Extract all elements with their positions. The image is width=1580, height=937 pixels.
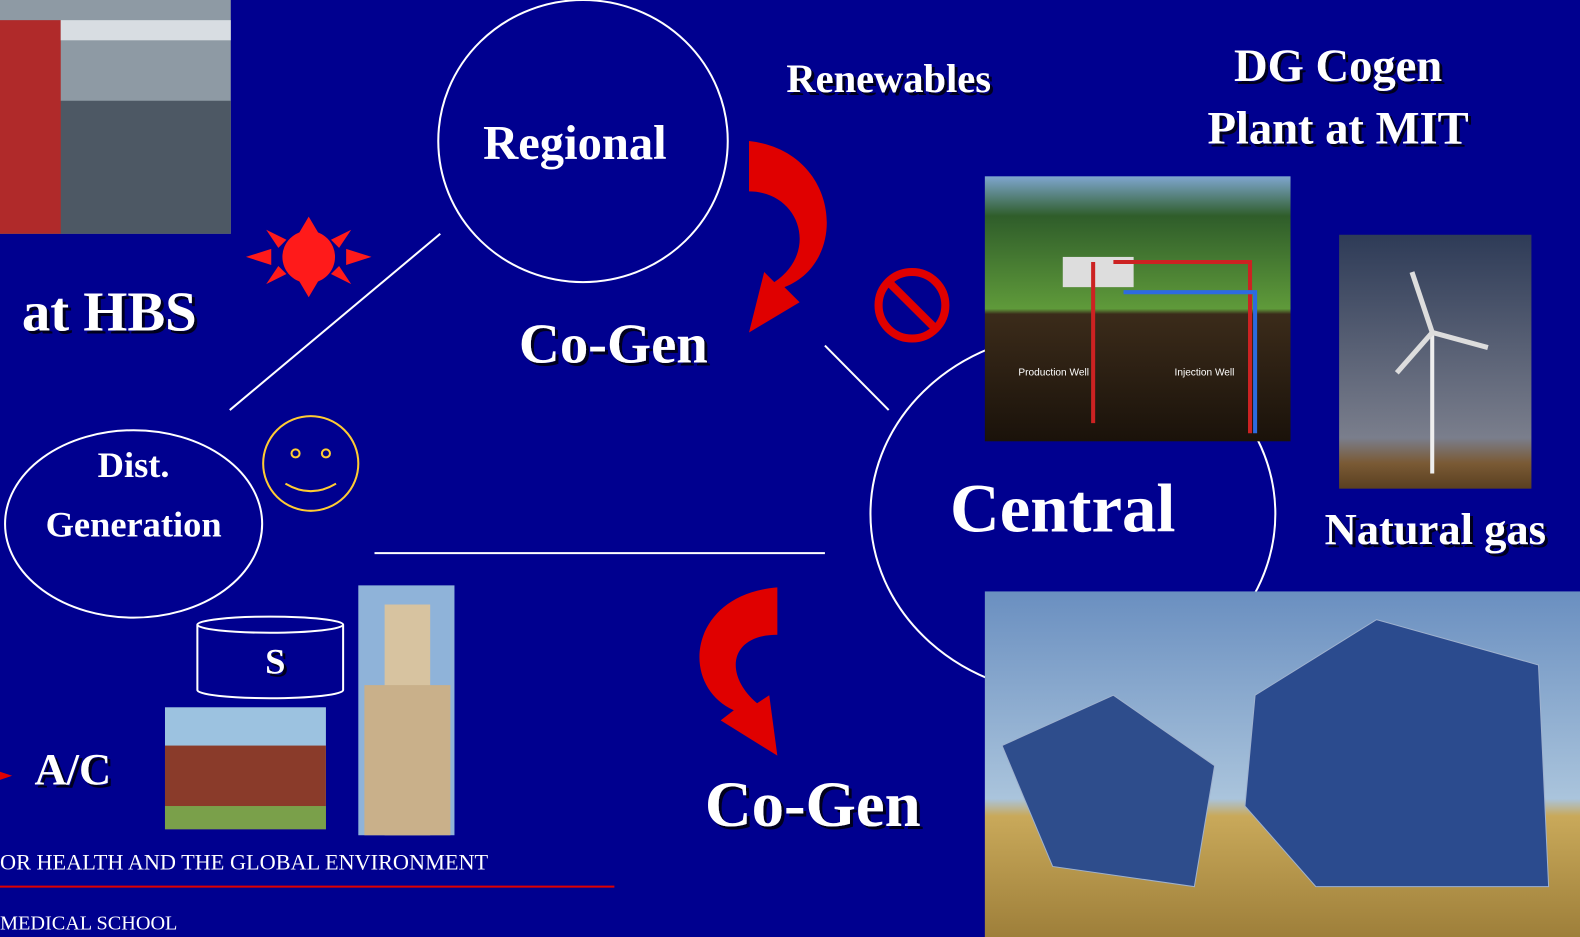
label: Co-Gen — [705, 768, 921, 840]
connector — [825, 346, 889, 410]
geothermal-image: Production Well Injection Well — [985, 176, 1291, 441]
footer-text: MEDICAL SCHOOL — [0, 913, 177, 935]
label: Renewables — [786, 56, 991, 101]
label: Regional — [483, 117, 667, 170]
arrow-head — [0, 772, 12, 780]
curved-arrow — [699, 587, 777, 755]
image-label: Production Well — [1018, 367, 1089, 378]
page: Production Well Injection Well at HBS — [0, 0, 1580, 937]
building-image — [165, 707, 326, 829]
tower-image — [358, 585, 454, 835]
smiley-icon — [263, 416, 358, 511]
label: Dist. — [98, 445, 170, 485]
label: Generation — [46, 504, 222, 544]
label: A/C — [35, 744, 112, 794]
sun-icon — [246, 217, 372, 298]
label: Co-Gen — [519, 314, 708, 376]
photo-person — [0, 0, 231, 234]
label: at HBS — [22, 281, 197, 343]
wind-image — [1339, 235, 1531, 489]
label: Natural gas — [1325, 504, 1546, 554]
label: DG Cogen — [1234, 41, 1442, 92]
prohibition-icon — [879, 272, 946, 338]
label: S — [265, 641, 285, 681]
label: Plant at MIT — [1208, 104, 1469, 155]
footer-text: OR HEALTH AND THE GLOBAL ENVIRONMENT — [0, 850, 489, 875]
label: Central — [950, 471, 1176, 547]
image-label: Injection Well — [1175, 367, 1235, 378]
solar-image — [985, 591, 1580, 937]
curved-arrow — [749, 141, 827, 332]
slide: Production Well Injection Well at HBS — [0, 0, 1580, 937]
